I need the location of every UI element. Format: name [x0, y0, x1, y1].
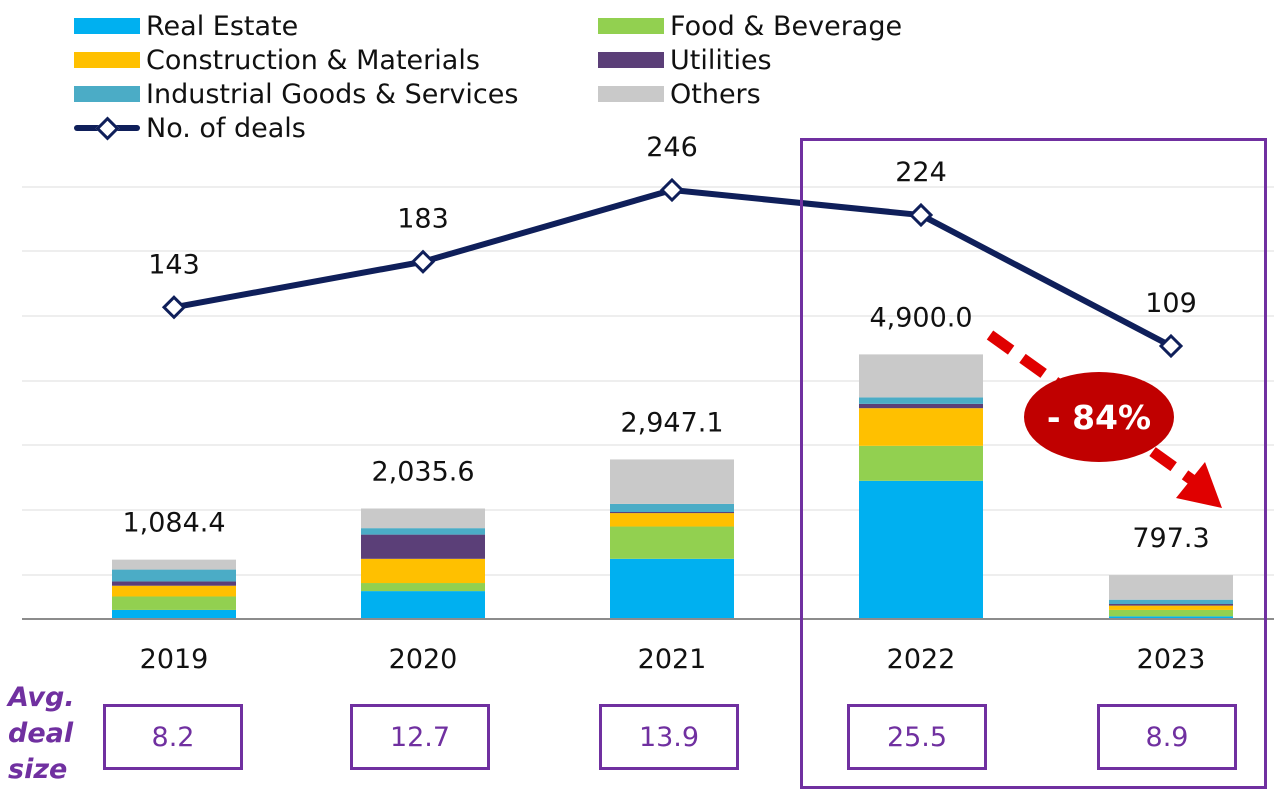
bar-segment-construction-materials-2021	[610, 513, 734, 527]
x-tick-label-2019: 2019	[140, 644, 209, 675]
legend-swatch	[598, 18, 664, 34]
legend-swatch	[598, 52, 664, 68]
deals-label-2022: 224	[895, 157, 947, 188]
bar-segment-real-estate-2019	[112, 609, 236, 618]
bar-segment-industrial-goods-services-2022	[859, 397, 983, 404]
bar-total-label-2019: 1,084.4	[122, 508, 225, 539]
avg-label-line: deal	[8, 718, 74, 749]
deals-label-2019: 143	[148, 249, 200, 280]
bar-total-label-2020: 2,035.6	[371, 456, 474, 487]
deals-point-2020	[410, 249, 436, 274]
legend-swatch	[74, 18, 140, 34]
bar-segment-construction-materials-2022	[859, 408, 983, 446]
avg-deal-size-value: 8.2	[151, 721, 195, 753]
avg-deal-size-value: 8.9	[1145, 721, 1189, 753]
deals-point-2021	[659, 177, 685, 203]
legend-swatch	[74, 52, 140, 68]
legend-label: Food & Beverage	[670, 10, 903, 42]
bar-segment-others-2023	[1109, 575, 1233, 600]
diamond-icon	[95, 116, 120, 141]
bar-segment-food-beverage-2020	[361, 583, 485, 592]
avg-deal-size-value: 12.7	[389, 721, 451, 753]
legend-label: Industrial Goods & Services	[146, 78, 519, 110]
deals-label-2020: 183	[397, 204, 449, 235]
legend-line-marker	[74, 116, 140, 141]
x-tick-label-2021: 2021	[638, 644, 707, 675]
bar-segment-industrial-goods-services-2021	[610, 503, 734, 513]
bar-segment-real-estate-2020	[361, 591, 485, 618]
bar-segment-utilities-2023	[1109, 604, 1233, 606]
bar-segment-industrial-goods-services-2019	[112, 569, 236, 582]
legend-swatch	[598, 86, 664, 102]
legend: Real Estate Food & Beverage Construction…	[74, 4, 974, 144]
bar-segment-utilities-2021	[610, 512, 734, 514]
bar-segment-industrial-goods-services-2020	[361, 528, 485, 535]
deals-point-2019	[161, 295, 187, 320]
legend-item-deals-line: No. of deals	[74, 112, 306, 144]
bar-segment-real-estate-2023	[1109, 616, 1233, 618]
bar-segment-utilities-2022	[859, 403, 983, 409]
bar-segment-food-beverage-2021	[610, 526, 734, 559]
bar-total-label-2021: 2,947.1	[620, 407, 723, 438]
bar-segment-food-beverage-2019	[112, 596, 236, 610]
avg-deal-size-value: 13.9	[638, 721, 700, 753]
deals-point-2023	[1158, 333, 1184, 359]
bar-total-label-2022: 4,900.0	[869, 302, 972, 333]
avg-deal-size-box: 8.9	[1097, 704, 1237, 770]
bar-segment-utilities-2020	[361, 534, 485, 559]
avg-deal-size-box: 8.2	[103, 704, 243, 770]
bar-segment-food-beverage-2023	[1109, 609, 1233, 617]
deals-label-2023: 109	[1145, 288, 1197, 319]
legend-label: Others	[670, 78, 761, 110]
bar-segment-others-2021	[610, 459, 734, 504]
avg-label-line: size	[8, 754, 68, 785]
avg-label-line: Avg.	[8, 682, 75, 713]
bar-segment-industrial-goods-services-2023	[1109, 599, 1233, 605]
avg-deal-size-box: 25.5	[847, 704, 987, 770]
legend-swatch	[74, 86, 140, 102]
bar-segment-real-estate-2022	[859, 480, 983, 618]
legend-item-real-estate: Real Estate	[74, 10, 298, 42]
legend-item-others: Others	[598, 78, 761, 110]
legend-item-construction: Construction & Materials	[74, 44, 480, 76]
bar-segment-real-estate-2021	[610, 558, 734, 618]
avg-deal-size-label: Avg. deal size	[8, 680, 88, 788]
avg-deal-size-box: 12.7	[350, 704, 490, 770]
bar-total-label-2023: 797.3	[1132, 523, 1209, 554]
x-tick-label-2023: 2023	[1137, 644, 1206, 675]
legend-item-industrial: Industrial Goods & Services	[74, 78, 518, 110]
decline-arrow-head	[1176, 462, 1222, 508]
legend-label: Construction & Materials	[146, 44, 480, 76]
legend-label: No. of deals	[146, 112, 306, 144]
legend-item-food-beverage: Food & Beverage	[598, 10, 902, 42]
x-tick-label-2022: 2022	[887, 644, 956, 675]
avg-deal-size-value: 25.5	[886, 721, 948, 753]
change-badge: - 84%	[1024, 372, 1174, 462]
x-tick-label-2020: 2020	[389, 644, 458, 675]
bar-segment-food-beverage-2022	[859, 445, 983, 481]
legend-label: Utilities	[670, 44, 772, 76]
bar-segment-construction-materials-2019	[112, 585, 236, 597]
bar-segment-others-2022	[859, 354, 983, 398]
legend-item-utilities: Utilities	[598, 44, 772, 76]
bar-segment-utilities-2019	[112, 581, 236, 586]
highlight-box-2022-2023	[800, 138, 1267, 789]
bar-segment-others-2020	[361, 508, 485, 529]
bar-segment-construction-materials-2020	[361, 558, 485, 584]
deals-point-2022	[908, 202, 934, 228]
legend-label: Real Estate	[146, 10, 299, 42]
deals-label-2021: 246	[646, 132, 698, 163]
bar-segment-others-2019	[112, 559, 236, 570]
bar-segment-construction-materials-2023	[1109, 605, 1233, 610]
avg-deal-size-box: 13.9	[599, 704, 739, 770]
